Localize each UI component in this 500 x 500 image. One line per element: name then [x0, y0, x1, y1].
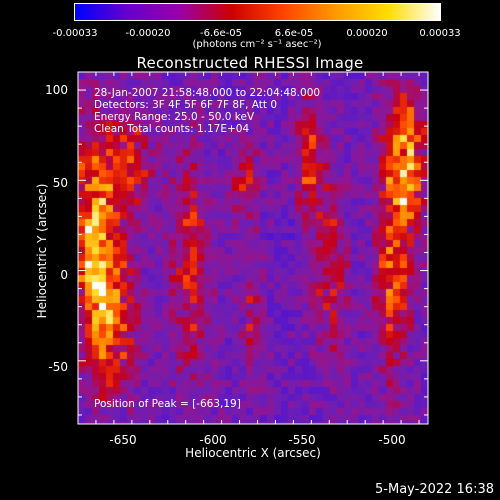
chart-title: Reconstructed RHESSI Image: [136, 54, 364, 72]
x-tick-label: -550: [288, 433, 316, 447]
x-tick-label: -500: [378, 433, 406, 447]
x-axis-label: Heliocentric X (arcsec): [185, 446, 321, 460]
y-tick-label: -50: [48, 360, 68, 374]
colorbar-tick-label: -0.00033: [52, 28, 98, 39]
colorbar-tick-label: -0.00020: [125, 28, 171, 39]
x-tick-label: -650: [109, 433, 137, 447]
colorbar-units-label: (photons cm⁻² s⁻¹ asec⁻²): [192, 39, 322, 50]
y-tick-label: 0: [60, 268, 68, 282]
colorbar-tick-label: 0.00033: [419, 28, 461, 39]
time-range-annotation: 28-Jan-2007 21:58:48.000 to 22:04:48.000: [94, 87, 321, 99]
date-stamp: 5-May-2022 16:38: [375, 482, 494, 497]
colorbar-tick-label: 0.00020: [346, 28, 388, 39]
y-tick-label: 50: [52, 176, 68, 190]
y-tick-label: 100: [45, 83, 68, 97]
colorbar-tick-label: -6.6e-05: [200, 28, 242, 39]
x-tick-label: -600: [199, 433, 227, 447]
detectors-annotation: Detectors: 3F 4F 5F 6F 7F 8F, Att 0: [94, 99, 278, 111]
peak-position-annotation: Position of Peak = [-663,19]: [94, 398, 241, 410]
energy-range-annotation: Energy Range: 25.0 - 50.0 keV: [94, 111, 255, 123]
clean-counts-annotation: Clean Total counts: 1.17E+04: [94, 123, 250, 135]
colorbar: [74, 3, 441, 21]
y-axis-label: Heliocentric Y (arcsec): [35, 183, 49, 319]
colorbar-tick-label: 6.6e-05: [274, 28, 314, 39]
